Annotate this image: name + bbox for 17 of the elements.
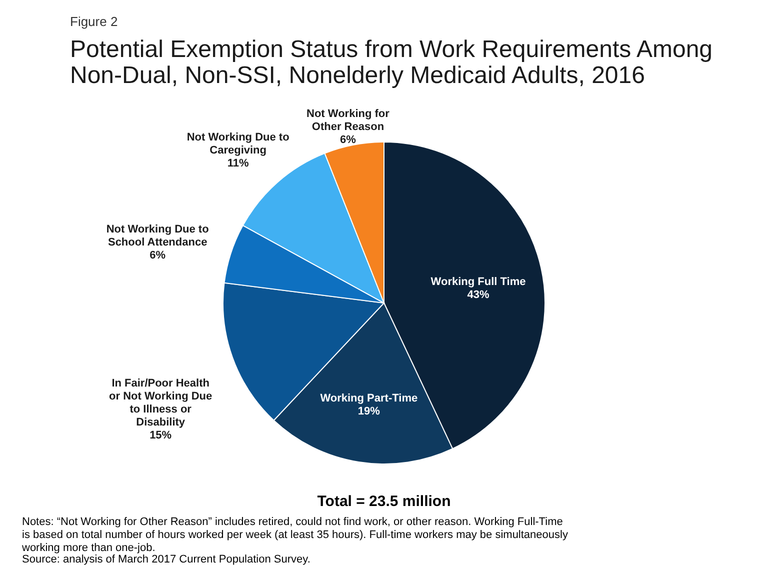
slice-label: Not Working Due to Caregiving	[186, 131, 290, 156]
chart-title: Potential Exemption Status from Work Requirements Among Non-Dual, Non-SSI, Nonelderly Medicaid Adults, 2016	[70, 36, 713, 89]
source-note: Source: analysis of March 2017 Current Population Survey.	[22, 554, 310, 566]
slice-label: Working Part-Time	[320, 392, 418, 404]
data-label: 6%	[150, 249, 166, 262]
data-label: 19%	[358, 405, 380, 418]
data-label: 11%	[227, 157, 249, 170]
data-label: 43%	[467, 288, 490, 301]
slice-label: Working Full Time	[430, 276, 526, 288]
text: Notes: “Not Working for Other Reason” includes retired, could not find work, or other reason. Working Full-Time is based on total number of hours worked per week (at least 35 hours). Full-time workers may be simultaneously working more than one-job.	[21, 516, 568, 554]
slice-label: Not Working Due to School Attendance	[106, 223, 210, 248]
caption: Figure 2	[70, 14, 118, 29]
data-label: 6%	[340, 134, 356, 146]
text: Total = 23.5 million	[317, 493, 451, 510]
slice-label: Not Working for Other Reason	[306, 108, 390, 134]
slice-label: In Fair/Poor Health or Not Working Due to Illness or Disability	[109, 377, 212, 428]
data-label: 15%	[150, 429, 172, 442]
